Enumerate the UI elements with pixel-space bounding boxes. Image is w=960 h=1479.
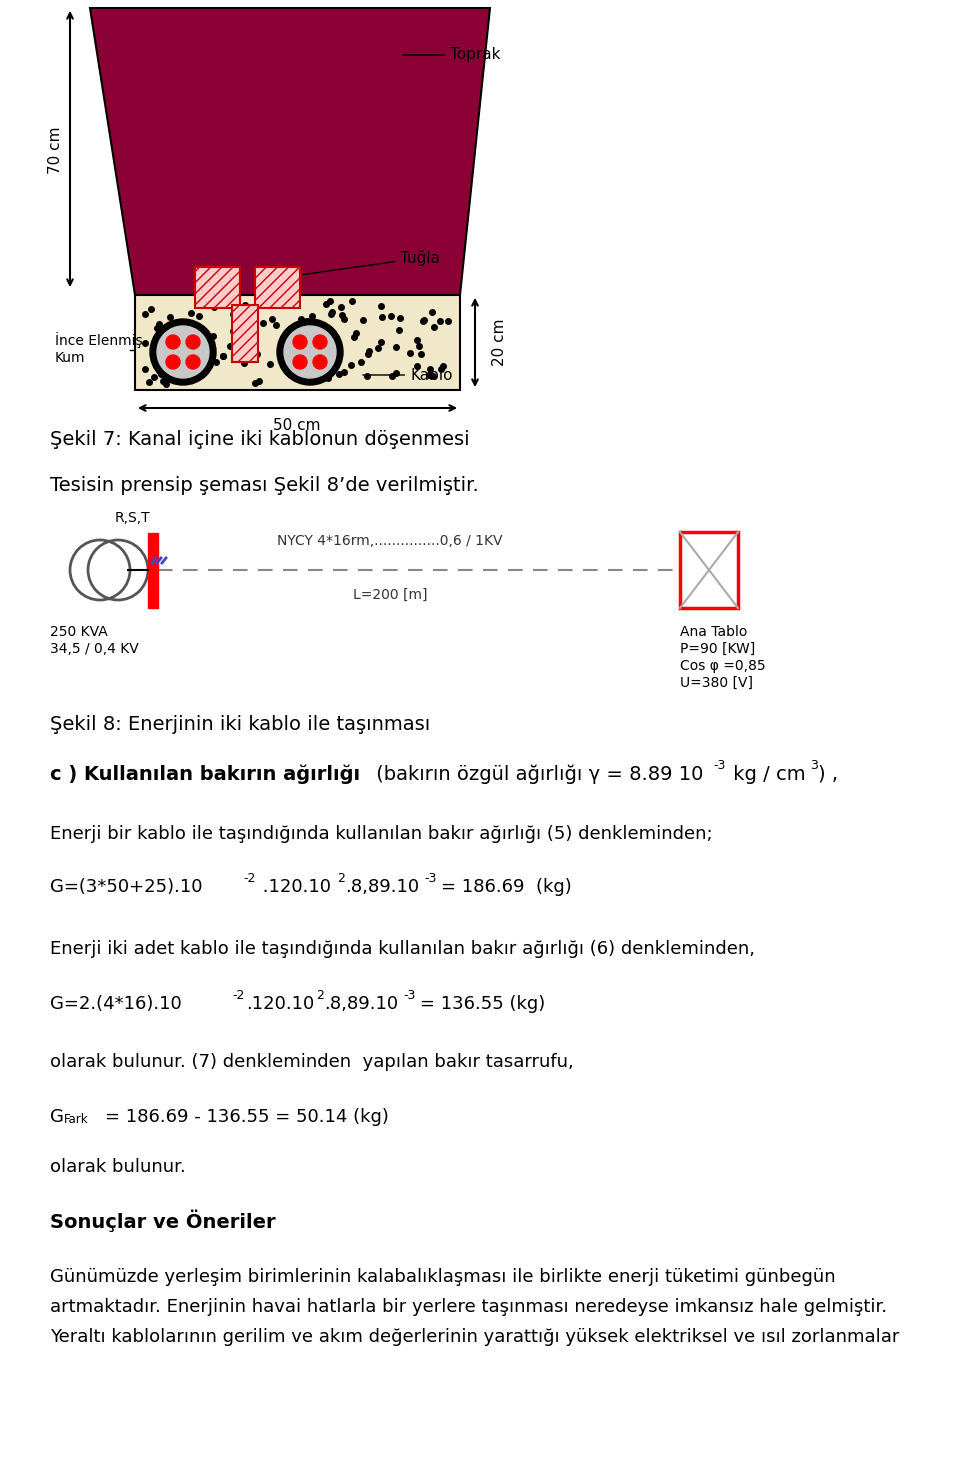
Text: Günümüzde yerleşim birimlerinin kalabalıklaşması ile birlikte enerji tüketimi gü: Günümüzde yerleşim birimlerinin kalabalı… [50,1268,835,1287]
Circle shape [186,336,200,349]
Text: 50 cm: 50 cm [274,419,321,433]
Text: G=(3*50+25).10: G=(3*50+25).10 [50,879,203,896]
Bar [135,294,460,390]
Text: Tuğla: Tuğla [302,250,440,275]
Text: G=2.(4*16).10: G=2.(4*16).10 [50,995,181,1013]
Circle shape [186,355,200,368]
Text: 20 cm: 20 cm [492,318,507,365]
Text: -2: -2 [243,873,255,884]
Text: U=380 [V]: U=380 [V] [680,676,753,691]
Text: Kum: Kum [55,351,85,365]
Text: Kablo: Kablo [363,367,452,383]
Text: = 186.69 - 136.55 = 50.14 (kg): = 186.69 - 136.55 = 50.14 (kg) [105,1108,389,1126]
Text: olarak bulunur. (7) denkleminden  yapılan bakır tasarrufu,: olarak bulunur. (7) denkleminden yapılan… [50,1053,574,1071]
Text: L=200 [m]: L=200 [m] [352,589,427,602]
Text: Ana Tablo: Ana Tablo [680,626,748,639]
Circle shape [313,355,327,368]
Text: .120.10: .120.10 [246,995,314,1013]
Text: NYCY 4*16rm,...............0,6 / 1KV: NYCY 4*16rm,...............0,6 / 1KV [277,534,503,549]
Text: .8,89.10: .8,89.10 [324,995,398,1013]
Text: = 136.55 (kg): = 136.55 (kg) [420,995,545,1013]
Text: Enerji bir kablo ile taşındığında kullanılan bakır ağırlığı (5) denkleminden;: Enerji bir kablo ile taşındığında kullan… [50,825,712,843]
Bar [255,268,300,308]
Bar [232,305,258,362]
Text: 3: 3 [810,759,818,772]
Text: 2: 2 [337,873,345,884]
Bar [148,532,158,608]
Circle shape [157,325,209,379]
Circle shape [277,319,343,385]
Text: Yeraltı kablolarının gerilim ve akım değerlerinin yarattığı yüksek elektriksel v: Yeraltı kablolarının gerilim ve akım değ… [50,1328,900,1346]
Circle shape [293,355,307,368]
Text: Sonuçlar ve Öneriler: Sonuçlar ve Öneriler [50,1210,276,1232]
Text: Cos φ =0,85: Cos φ =0,85 [680,660,766,673]
Bar [680,532,738,608]
Text: P=90 [KW]: P=90 [KW] [680,642,756,657]
Text: Enerji iki adet kablo ile taşındığında kullanılan bakır ağırlığı (6) denkleminde: Enerji iki adet kablo ile taşındığında k… [50,941,755,958]
Text: -3: -3 [403,989,416,1001]
Text: 70 cm: 70 cm [47,126,62,173]
Text: İnce Elenmiş: İnce Elenmiş [55,331,143,348]
Text: Şekil 8: Enerjinin iki kablo ile taşınması: Şekil 8: Enerjinin iki kablo ile taşınma… [50,714,430,734]
Text: Fark: Fark [64,1114,88,1126]
Text: 34,5 / 0,4 KV: 34,5 / 0,4 KV [50,642,139,657]
Text: -2: -2 [232,989,245,1001]
Polygon shape [90,7,490,294]
Bar [195,268,240,308]
Text: (bakırın özgül ağırlığı γ = 8.89 10: (bakırın özgül ağırlığı γ = 8.89 10 [370,765,704,784]
Text: -3: -3 [713,759,726,772]
Text: Şekil 7: Kanal içine iki kablonun döşenmesi: Şekil 7: Kanal içine iki kablonun döşenm… [50,430,469,450]
Text: olarak bulunur.: olarak bulunur. [50,1158,185,1176]
Circle shape [166,355,180,368]
Text: G: G [50,1108,64,1126]
Text: ) ,: ) , [818,765,838,784]
Text: c ) Kullanılan bakırın ağırlığı: c ) Kullanılan bakırın ağırlığı [50,765,360,784]
Circle shape [284,325,336,379]
Text: .120.10: .120.10 [257,879,331,896]
Text: Tesisin prensip şeması Şekil 8’de verilmiştir.: Tesisin prensip şeması Şekil 8’de verilm… [50,476,479,495]
Circle shape [166,336,180,349]
Circle shape [313,336,327,349]
Text: kg / cm: kg / cm [727,765,805,784]
Text: Toprak: Toprak [403,47,500,62]
Circle shape [293,336,307,349]
Text: .8,89.10: .8,89.10 [345,879,420,896]
Text: R,S,T: R,S,T [115,512,151,525]
Text: artmaktadır. Enerjinin havai hatlarla bir yerlere taşınması neredeyse imkansız h: artmaktadır. Enerjinin havai hatlarla bi… [50,1299,887,1316]
Text: = 186.69  (kg): = 186.69 (kg) [441,879,572,896]
Text: 250 KVA: 250 KVA [50,626,108,639]
Text: -3: -3 [424,873,437,884]
Circle shape [150,319,216,385]
Text: 2: 2 [316,989,324,1001]
